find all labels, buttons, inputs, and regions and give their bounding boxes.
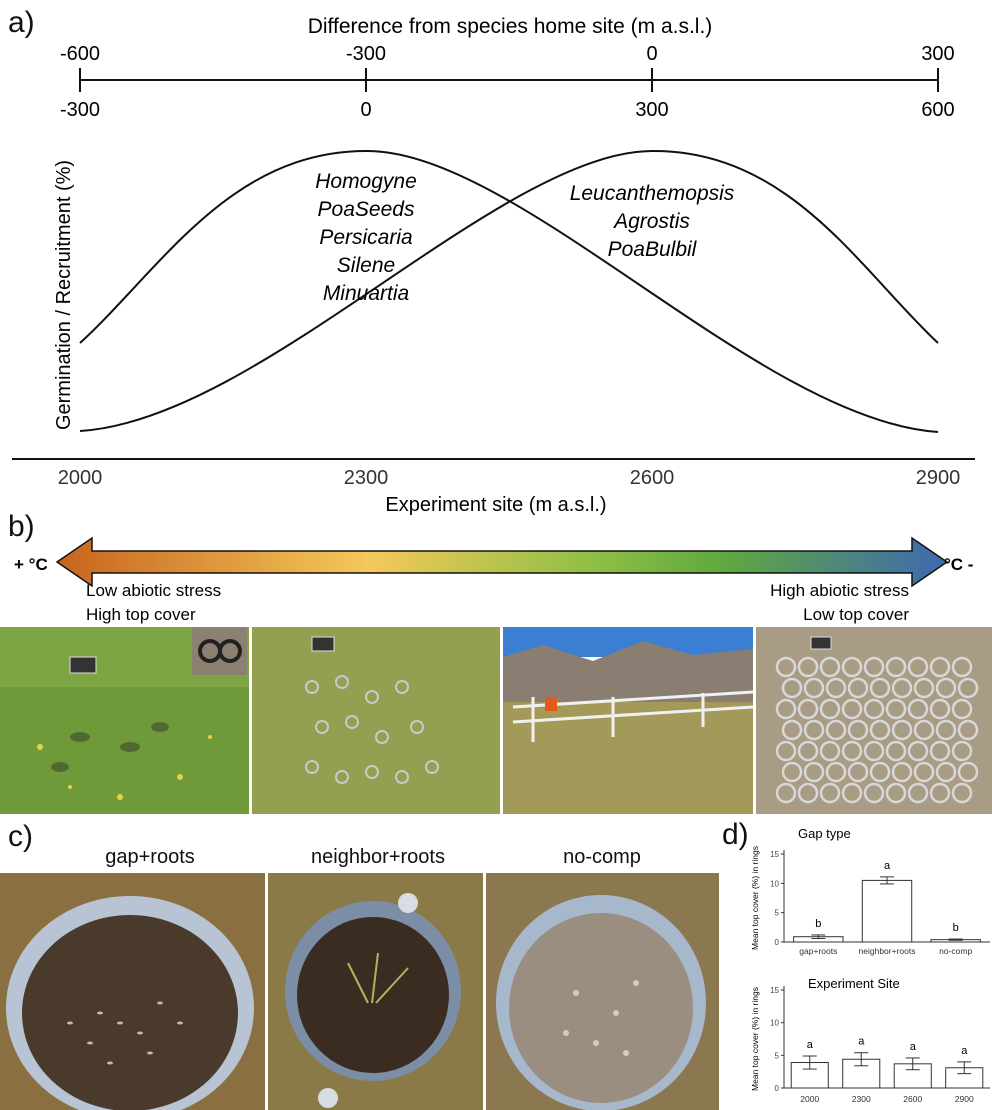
low-stress-label: Low abiotic stress [86,581,221,600]
species-poaseeds: PoaSeeds [318,198,415,221]
chart-1-ytick-2: 10 [770,1019,779,1028]
chart-1-ytick-3: 15 [770,986,779,995]
species-agrostis: Agrostis [612,210,690,233]
curve-group-2 [79,149,939,432]
chart-1-ylabel: Mean top cover (%) in rings [750,987,760,1091]
ring-photo-no-comp [486,873,719,1110]
panel-c-label: c) [8,820,33,853]
chart-1-letter-3: a [961,1045,968,1057]
top-upper-tick-2: 0 [646,43,657,65]
panel-b-label: b) [8,510,35,543]
label-gap-roots: gap+roots [105,846,195,868]
chart-1-letter-1: a [858,1036,865,1048]
top-upper-tick-1: -300 [346,43,386,65]
chart-1-ytick-1: 5 [775,1051,780,1060]
panel-a-figure: Difference from species home site (m a.s… [12,15,975,516]
top-upper-tick-3: 300 [921,43,954,65]
chart-0-letter-1: a [884,860,891,872]
site-photo-2000 [0,627,249,814]
top-upper-tick-0: -600 [60,43,100,65]
species-leucanthemopsis: Leucanthemopsis [570,182,735,205]
top-axis-title: Difference from species home site (m a.s… [308,15,713,38]
chart-0-ylabel: Mean top cover (%) in rings [750,846,760,950]
top-lower-tick-1: 0 [360,99,371,121]
top-lower-tick-3: 600 [921,99,954,121]
gradient-arrow: + °C °C - Low abiotic stress High top co… [14,536,973,624]
site-photo-2600 [503,627,753,814]
species-poabulbil: PoaBulbil [608,238,698,261]
chart-0-ytick-0: 0 [775,938,780,947]
chart-1-title: Experiment Site [808,976,900,991]
chart-0-ytick-2: 10 [770,879,779,888]
x-tick-2000: 2000 [58,467,103,489]
x-tick-2600: 2600 [630,467,675,489]
y-axis-label: Germination / Recruitment (%) [53,160,75,430]
chart-1-xtick-2: 2600 [903,1094,922,1104]
chart-1-ytick-0: 0 [775,1084,780,1093]
species-homogyne: Homogyne [315,170,417,193]
low-cover-label: Low top cover [803,605,909,624]
chart-1-letter-2: a [910,1041,917,1053]
label-neighbor-roots: neighbor+roots [311,846,445,868]
curve-group-1 [79,149,939,433]
x-tick-2300: 2300 [344,467,389,489]
label-no-comp: no-comp [563,846,641,868]
top-lower-tick-0: -300 [60,99,100,121]
chart-0-ytick-1: 5 [775,909,780,918]
high-cover-label: High top cover [86,605,196,624]
x-tick-2900: 2900 [916,467,961,489]
right-temp-label: °C - [944,555,973,574]
panel-a-label: a) [8,6,35,39]
left-temp-label: + °C [14,555,48,574]
site-photo-2900 [756,627,992,814]
high-stress-label: High abiotic stress [770,581,909,600]
chart-0-xtick-0: gap+roots [799,946,837,956]
top-axis-ticks [79,68,939,92]
chart-0-letter-2: b [953,922,959,934]
chart-1-letter-0: a [807,1039,814,1051]
chart-0-bar-1 [861,879,913,943]
species-minuartia: Minuartia [323,282,409,305]
x-axis-label: Experiment site (m a.s.l.) [385,494,606,516]
species-persicaria: Persicaria [319,226,412,249]
chart-1-xtick-3: 2900 [955,1094,974,1104]
chart-0-xtick-1: neighbor+roots [859,946,916,956]
panel-d-label: d) [722,818,749,851]
chart-0-ytick-3: 15 [770,850,779,859]
ring-photo-gap-roots [0,873,265,1110]
panel-d-charts: Gap type Mean top cover (%) in rings 0 5 10 1… [750,826,990,1104]
chart-0-xtick-2: no-comp [939,946,972,956]
species-silene: Silene [337,254,395,277]
top-lower-tick-2: 300 [635,99,668,121]
chart-0-title: Gap type [798,826,851,841]
chart-0-letter-0: b [815,918,821,930]
chart-1-xtick-0: 2000 [800,1094,819,1104]
site-photo-2300 [252,627,500,814]
ring-photo-neighbor-roots [268,873,483,1110]
chart-1-xtick-1: 2300 [852,1094,871,1104]
